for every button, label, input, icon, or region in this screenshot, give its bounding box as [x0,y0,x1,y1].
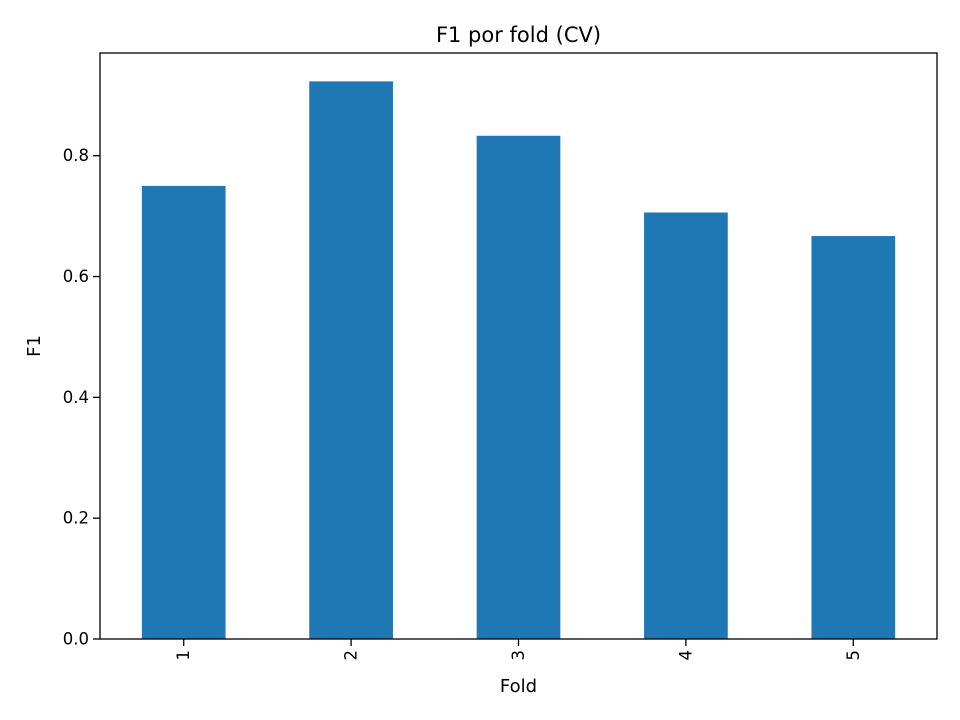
y-tick-label: 0.2 [63,509,89,528]
x-tick-label: 4 [676,650,695,661]
y-axis: 0.0 0.2 0.4 0.6 0.8 [63,146,100,649]
chart-title: F1 por fold (CV) [436,23,601,47]
y-tick-label: 0.6 [63,267,89,286]
y-tick-label: 0.0 [63,630,89,649]
x-tick-label: 2 [342,650,361,661]
plot-frame [99,52,938,640]
x-axis-label: Fold [500,676,537,697]
bar-fold-4 [644,212,728,640]
y-tick-label: 0.8 [63,146,89,165]
bars [141,81,896,640]
x-tick-label: 1 [174,650,193,661]
bar-fold-1 [141,185,226,639]
y-axis-label: F1 [24,335,45,357]
x-tick-label: 5 [844,650,863,661]
x-axis: 1 2 3 4 5 [174,639,863,661]
bar-fold-3 [476,135,561,639]
bar-fold-5 [811,236,896,639]
bar-fold-2 [309,81,393,640]
x-tick-label: 3 [509,650,528,661]
y-tick-label: 0.4 [63,388,89,407]
